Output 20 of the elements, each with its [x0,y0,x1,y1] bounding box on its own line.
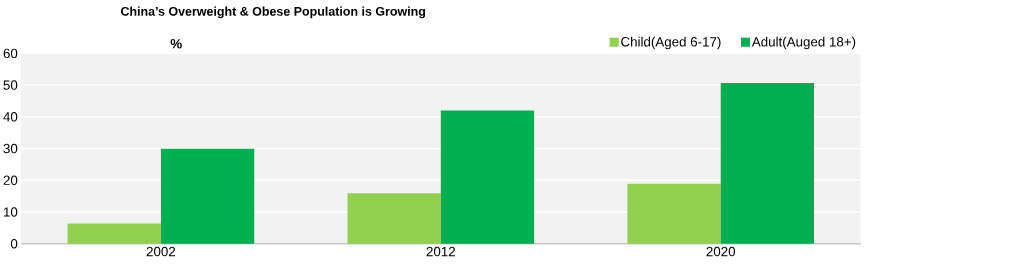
y-tick-label: 20 [3,175,18,185]
bar [347,193,441,244]
bar [720,82,815,244]
x-tick-label: 2002 [146,246,176,257]
legend-label: Adult(Auged 18+) [751,36,856,50]
bar [160,148,255,244]
chart-title: China’s Overweight & Obese Population is Growing [120,6,426,19]
y-tick-label: 10 [3,207,18,217]
y-tick-label: 40 [3,112,18,122]
y-tick-label: 50 [3,80,18,90]
bar [627,183,721,244]
y-axis-title: % [170,38,182,49]
y-tick-label: 0 [10,238,18,249]
bar [440,110,535,244]
bar [67,223,161,244]
x-tick-label: 2012 [426,246,455,257]
legend-label: Child(Aged 6-17) [621,36,721,50]
x-tick-label: 2020 [706,246,736,257]
y-tick-label: 60 [3,48,18,58]
y-tick-label: 30 [3,143,18,154]
